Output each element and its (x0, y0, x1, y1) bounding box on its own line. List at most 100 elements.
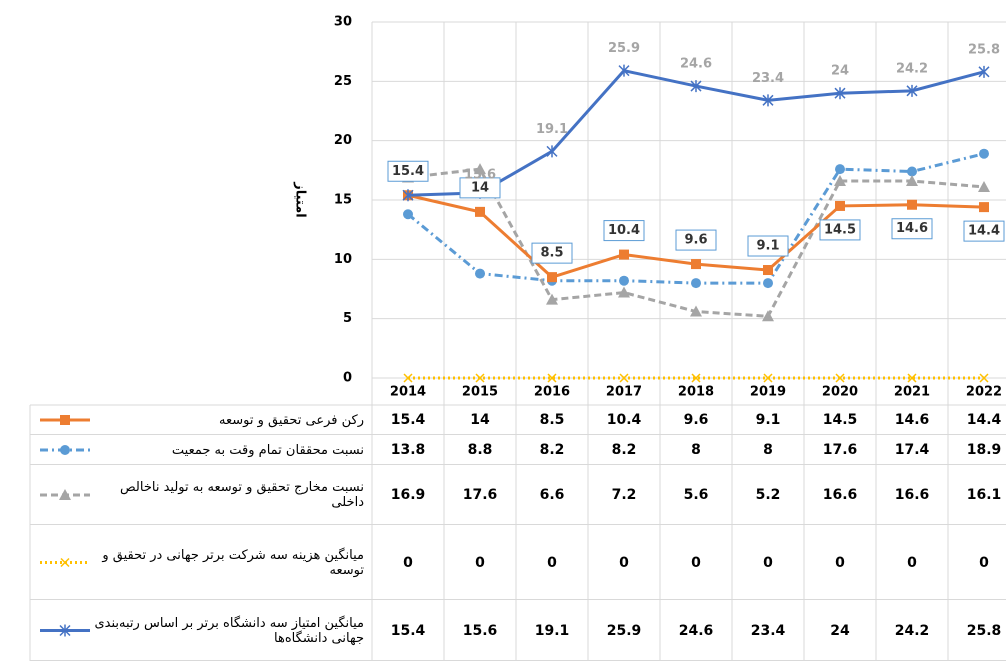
table-value: 14.5 (822, 412, 858, 428)
x-tick-label: 2017 (606, 385, 642, 400)
marker (979, 148, 989, 159)
x-tick-label: 2022 (966, 385, 1002, 400)
x-tick-label: 2016 (534, 385, 570, 400)
x-tick-label: 2021 (894, 385, 930, 400)
table-value: 9.1 (755, 412, 781, 428)
table-value: 0 (907, 554, 917, 571)
table-value: 16.9 (390, 487, 426, 503)
marker (691, 373, 701, 383)
marker (403, 373, 413, 383)
marker (762, 310, 774, 322)
y-tick-label: 5 (343, 311, 352, 326)
data-label-box (963, 220, 1005, 242)
y-axis-label: امتیاز (293, 181, 308, 217)
data-label-box (603, 220, 645, 242)
marker (59, 489, 71, 500)
data-label: 19.1 (536, 122, 568, 137)
table-value: 8 (763, 442, 773, 458)
data-label: 9.6 (684, 233, 707, 248)
marker (907, 166, 917, 177)
marker (762, 94, 774, 107)
data-label: 14 (471, 180, 489, 195)
legend-entry: میانگین هزینه سه شرکت برتر جهانی در تحقی… (32, 525, 368, 600)
y-tick-label: 20 (334, 133, 352, 148)
table-value: 0 (475, 554, 485, 571)
marker (547, 373, 557, 383)
table-value: 7.2 (611, 487, 637, 503)
marker (403, 209, 413, 220)
table-value: 13.8 (390, 442, 426, 458)
table-value: 19.1 (534, 622, 570, 639)
table-value: 16.6 (894, 487, 930, 503)
data-label: 14.5 (824, 222, 856, 237)
data-label-box (819, 219, 861, 241)
data-label: 14.4 (968, 224, 1000, 239)
table-value: 15.4 (390, 412, 426, 428)
data-label: 15.4 (392, 164, 424, 179)
x-tick-label: 2018 (678, 385, 714, 400)
table-value: 5.6 (683, 487, 709, 503)
marker (763, 278, 773, 289)
data-label-box (459, 177, 501, 199)
data-label: 24.6 (680, 57, 712, 72)
marker (475, 206, 485, 217)
x-tick-label: 2019 (750, 385, 786, 400)
marker (835, 373, 845, 383)
marker (978, 180, 990, 192)
marker (475, 268, 485, 279)
table-value: 17.6 (462, 487, 498, 503)
marker (59, 624, 71, 637)
marker (619, 249, 629, 260)
table-value: 5.2 (755, 487, 781, 503)
table-value: 8.8 (467, 442, 493, 458)
y-tick-label: 30 (334, 15, 352, 30)
y-tick-label: 0 (343, 371, 352, 386)
table-value: 24 (830, 622, 850, 639)
marker (474, 163, 486, 175)
marker (60, 557, 70, 568)
data-label: 25.9 (608, 41, 640, 56)
data-label: 24 (831, 64, 849, 79)
data-label: 8.5 (540, 246, 563, 261)
marker (906, 175, 918, 187)
marker (691, 278, 701, 289)
data-label-box (891, 218, 933, 240)
marker (907, 373, 917, 383)
data-label: 9.1 (756, 239, 779, 254)
table-value: 8.2 (539, 442, 565, 458)
table-value: 15.4 (390, 622, 426, 639)
marker (835, 200, 845, 211)
y-tick-label: 25 (334, 74, 352, 89)
x-tick-label: 2015 (462, 385, 498, 400)
data-label-box (531, 242, 573, 264)
marker (546, 145, 558, 158)
data-label-box (675, 229, 717, 251)
marker (619, 373, 629, 383)
marker (618, 286, 630, 298)
marker (834, 175, 846, 187)
marker (546, 293, 558, 305)
marker (979, 202, 989, 213)
marker (691, 259, 701, 270)
legend-label: میانگین امتیاز سه دانشگاه برتر بر اساس ر… (94, 615, 364, 646)
legend-label: میانگین هزینه سه شرکت برتر جهانی در تحقی… (102, 547, 364, 578)
table-value: 0 (547, 554, 557, 571)
table-value: 9.6 (683, 412, 709, 428)
x-tick-label: 2014 (390, 385, 426, 400)
table-value: 14 (470, 412, 490, 428)
table-value: 24.2 (894, 622, 930, 639)
legend-label: نسبت محققان تمام وقت به جمعیت (171, 442, 364, 458)
table-value: 10.4 (606, 412, 642, 428)
data-label: 15.6 (464, 167, 496, 182)
table-value: 16.1 (966, 487, 1002, 503)
y-tick-label: 15 (334, 193, 352, 208)
data-label: 25.8 (968, 42, 1000, 57)
marker (690, 80, 702, 93)
data-label-box (747, 235, 789, 257)
table-value: 0 (403, 554, 413, 571)
legend-entry: رکن فرعی تحقیق و توسعه (32, 405, 368, 435)
marker (763, 373, 773, 383)
marker (834, 87, 846, 100)
